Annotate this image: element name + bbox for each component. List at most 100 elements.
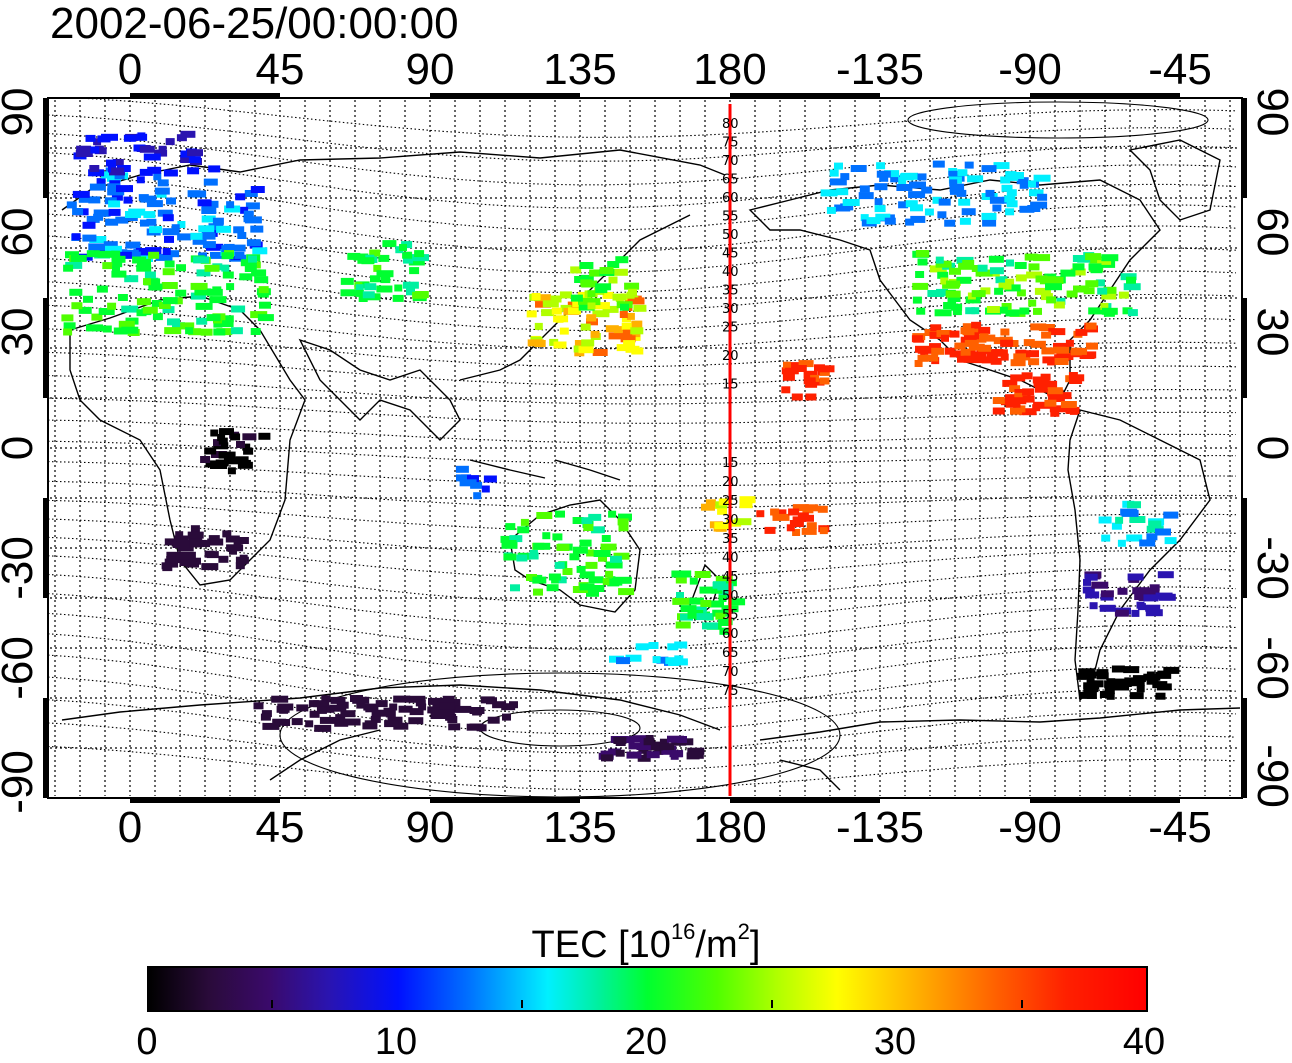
- tec-cell: [781, 386, 791, 394]
- tec-cell: [968, 343, 985, 351]
- tec-cell: [689, 577, 698, 585]
- mag-lat-contour: [48, 536, 1237, 580]
- tec-cell: [224, 205, 241, 213]
- tec-cell: [1047, 387, 1063, 395]
- tec-cell: [605, 561, 623, 569]
- tec-cell: [587, 290, 596, 298]
- lat-tick-left: 30: [0, 307, 42, 357]
- tec-cell: [228, 244, 246, 252]
- tec-cell: [819, 527, 828, 535]
- tec-cell: [370, 715, 381, 723]
- tec-cell: [218, 437, 228, 445]
- tec-cell: [935, 260, 952, 268]
- tec-cell: [884, 217, 896, 225]
- tec-cell: [1096, 669, 1109, 677]
- tec-cell: [614, 576, 632, 584]
- tec-cell: [125, 241, 141, 249]
- tec-cell: [976, 350, 987, 358]
- tec-cell: [792, 516, 804, 524]
- tec-cell: [951, 303, 963, 311]
- tec-cell: [718, 619, 730, 626]
- tec-cell: [842, 199, 860, 206]
- tec-cell: [1033, 307, 1042, 315]
- meridian-lat-label: 25: [722, 321, 739, 336]
- tec-cell: [601, 754, 613, 762]
- tec-cell: [393, 722, 409, 730]
- tec-cell: [371, 709, 388, 717]
- tec-cell: [820, 189, 838, 197]
- tec-cell: [235, 562, 245, 570]
- tec-cell: [592, 310, 610, 318]
- tec-cell: [194, 288, 212, 296]
- tec-cell: [1105, 690, 1114, 698]
- lon-tick-top: -90: [998, 45, 1062, 94]
- tec-cell: [572, 517, 584, 524]
- tec-cell: [621, 322, 632, 330]
- tec-cell: [481, 485, 490, 493]
- tec-cell: [1099, 604, 1116, 612]
- tec-cell: [612, 293, 627, 301]
- tec-cell: [1075, 328, 1088, 336]
- tec-cell: [1033, 254, 1051, 262]
- tec-cell: [335, 714, 346, 722]
- tec-cell: [206, 314, 221, 322]
- tec-cell: [1104, 685, 1114, 692]
- tec-cell: [1129, 516, 1146, 523]
- tec-cell: [1028, 180, 1036, 188]
- tec-cell: [578, 303, 595, 311]
- tec-cell: [254, 276, 269, 284]
- tec-cell: [330, 696, 346, 704]
- mag-lat-contour: [48, 722, 1237, 772]
- tec-cell: [202, 241, 216, 249]
- coastline: [1067, 409, 1211, 702]
- tec-cell: [237, 461, 253, 469]
- tec-cell: [978, 326, 991, 334]
- tec-cell: [688, 610, 704, 617]
- tec-cell: [1114, 609, 1129, 617]
- tec-cell: [63, 328, 73, 336]
- tec-cell: [944, 219, 956, 227]
- tec-cell: [866, 217, 881, 225]
- tec-cell: [579, 262, 594, 269]
- tec-cell: [149, 226, 163, 234]
- tec-cell: [1117, 587, 1128, 595]
- tec-cell: [964, 161, 974, 169]
- tec-cell: [672, 597, 690, 605]
- tec-cell: [248, 255, 257, 263]
- tec-cell: [517, 526, 530, 534]
- tec-cell: [715, 575, 733, 583]
- tec-cell: [63, 322, 76, 330]
- tec-cell: [553, 341, 567, 349]
- tec-cell: [1069, 374, 1085, 382]
- tec-cell: [559, 291, 572, 299]
- tec-cell: [1078, 691, 1088, 699]
- tec-cell: [251, 269, 267, 277]
- tec-cell: [148, 283, 163, 291]
- tec-cell: [201, 215, 216, 223]
- tec-cell: [1029, 189, 1037, 197]
- tec-cell: [1098, 516, 1112, 524]
- tec-cell: [364, 720, 377, 728]
- tec-cell: [982, 219, 997, 227]
- tec-cell: [956, 276, 972, 284]
- tec-cell: [931, 347, 945, 355]
- meridian-lat-label: 60: [722, 191, 739, 206]
- tec-cell: [1010, 359, 1026, 367]
- tec-cell: [1099, 691, 1111, 698]
- tec-cell: [1145, 604, 1161, 612]
- map-title: 2002-06-25/00:00:00: [50, 0, 459, 48]
- lat-tick-left: 0: [0, 418, 42, 478]
- tec-cell: [608, 748, 622, 756]
- tec-cell: [1034, 189, 1044, 197]
- tec-cell: [717, 583, 734, 591]
- tec-cell: [235, 193, 246, 201]
- tec-cell: [798, 360, 814, 368]
- tec-cell: [971, 307, 980, 315]
- tec-cell: [1097, 287, 1108, 295]
- tec-cell: [1022, 388, 1035, 396]
- tec-cell: [620, 303, 629, 311]
- tec-cell: [409, 708, 424, 716]
- tec-cell: [578, 346, 594, 354]
- tec-cell: [1019, 307, 1030, 315]
- tec-cell: [148, 251, 160, 259]
